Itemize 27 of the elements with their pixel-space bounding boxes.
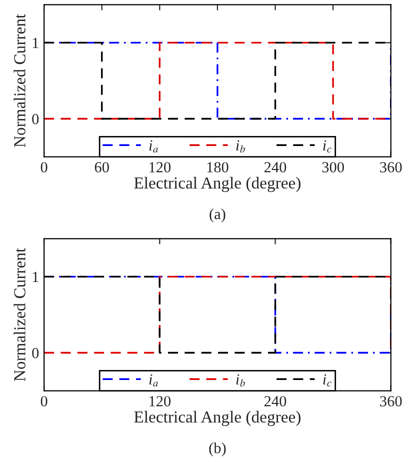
x-tick-label: 0 [40,396,48,406]
legend-label: i$_{c}$ [323,374,332,386]
x-tick-label: 180 [207,162,228,172]
legend-label: i$_{b}$ [236,374,245,386]
x-tick-label: 300 [322,162,344,172]
x-tick-label: 120 [150,396,171,406]
x-tick-label: 240 [264,162,286,172]
x-tick-label: 240 [264,396,286,406]
legend-label: i$_{a}$ [149,140,158,152]
x-axis-title: Electrical Angle (degree) [134,176,300,192]
y-tick-label: 0 [32,114,39,124]
text: (a) [210,208,226,222]
y-tick-label: 1 [32,272,38,282]
x-axis-title: Electrical Angle (degree) [134,410,300,426]
x-tick-label: 60 [94,162,109,172]
x-tick-label: 360 [380,396,402,406]
y-tick-label: 1 [32,38,38,48]
text: (b) [209,442,226,456]
x-tick-label: 120 [150,162,171,172]
x-tick-label: 0 [40,162,48,172]
legend-label: i$_{c}$ [323,140,332,152]
legend-label: i$_{a}$ [149,374,158,386]
y-axis-title: Normalized Current [14,248,26,382]
legend-label: i$_{b}$ [236,140,245,152]
y-tick-label: 0 [32,348,39,358]
x-tick-label: 360 [380,162,402,172]
y-axis-title: Normalized Current [14,14,26,148]
